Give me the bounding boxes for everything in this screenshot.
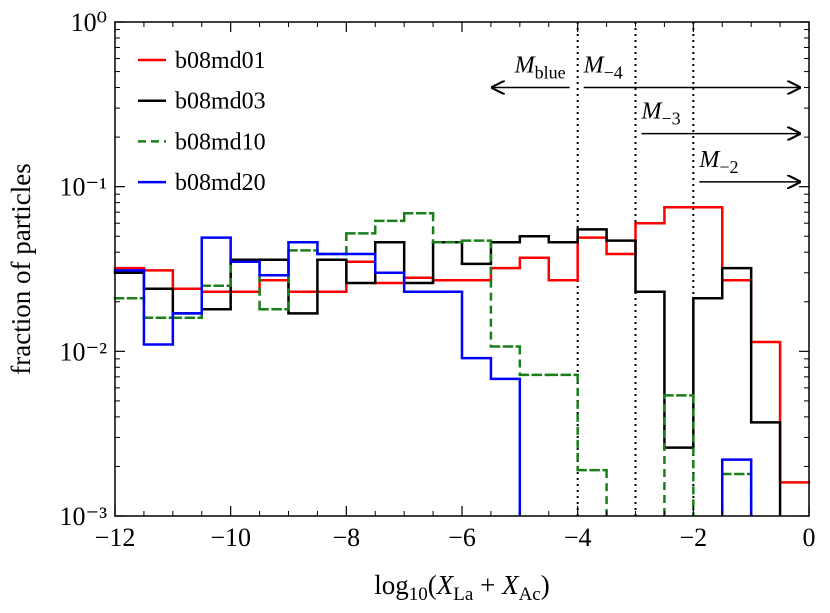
annotation-sub: −2 bbox=[719, 157, 738, 177]
series bbox=[113, 236, 753, 516]
x-tick-label: −12 bbox=[95, 523, 136, 552]
annotation-symbol: M bbox=[641, 99, 664, 125]
x-label-part: X bbox=[501, 570, 520, 600]
y-tick-label: 10⁻¹ bbox=[59, 173, 107, 202]
x-label-part: Ac bbox=[519, 584, 541, 605]
x-tick-label: −2 bbox=[679, 523, 707, 552]
x-label-part: + bbox=[473, 570, 502, 600]
x-label-part: X bbox=[436, 570, 455, 600]
annotation: M−4 bbox=[583, 53, 623, 83]
legend-label: b08md20 bbox=[175, 170, 266, 196]
x-axis-label: log10(XLa + XAc) bbox=[374, 570, 549, 605]
x-label-part: La bbox=[453, 584, 474, 605]
y-tick-label: 10⁻³ bbox=[59, 502, 107, 531]
x-tick-label: −4 bbox=[564, 523, 592, 552]
legend-label: b08md03 bbox=[175, 89, 266, 115]
annotation-sub: blue bbox=[535, 63, 566, 83]
annotation-symbol: M bbox=[698, 147, 721, 173]
annotation-sub: −4 bbox=[604, 63, 623, 83]
y-tick-label: 10⁰ bbox=[71, 8, 107, 37]
x-tick-label: −6 bbox=[448, 523, 476, 552]
legend-label: b08md01 bbox=[175, 48, 266, 74]
y-axis-label: fraction of particles bbox=[6, 163, 36, 374]
series bbox=[113, 228, 782, 516]
x-label-part: 10 bbox=[409, 584, 428, 605]
annotation: M−2 bbox=[698, 147, 738, 177]
annotation-symbol: M bbox=[514, 53, 537, 79]
y-tick-label: 10⁻² bbox=[59, 337, 107, 366]
x-label-part: ) bbox=[541, 570, 550, 600]
x-tick-label: −10 bbox=[210, 523, 251, 552]
legend-label: b08md10 bbox=[175, 129, 266, 155]
x-label-part: ( bbox=[428, 570, 437, 600]
x-tick-label: 0 bbox=[803, 523, 816, 552]
annotation-symbol: M bbox=[583, 53, 606, 79]
x-label-part: log bbox=[374, 570, 409, 600]
annotation: Mblue bbox=[514, 53, 566, 83]
x-tick-label: −8 bbox=[332, 523, 360, 552]
annotation: M−3 bbox=[641, 99, 681, 129]
annotation-sub: −3 bbox=[662, 109, 681, 129]
